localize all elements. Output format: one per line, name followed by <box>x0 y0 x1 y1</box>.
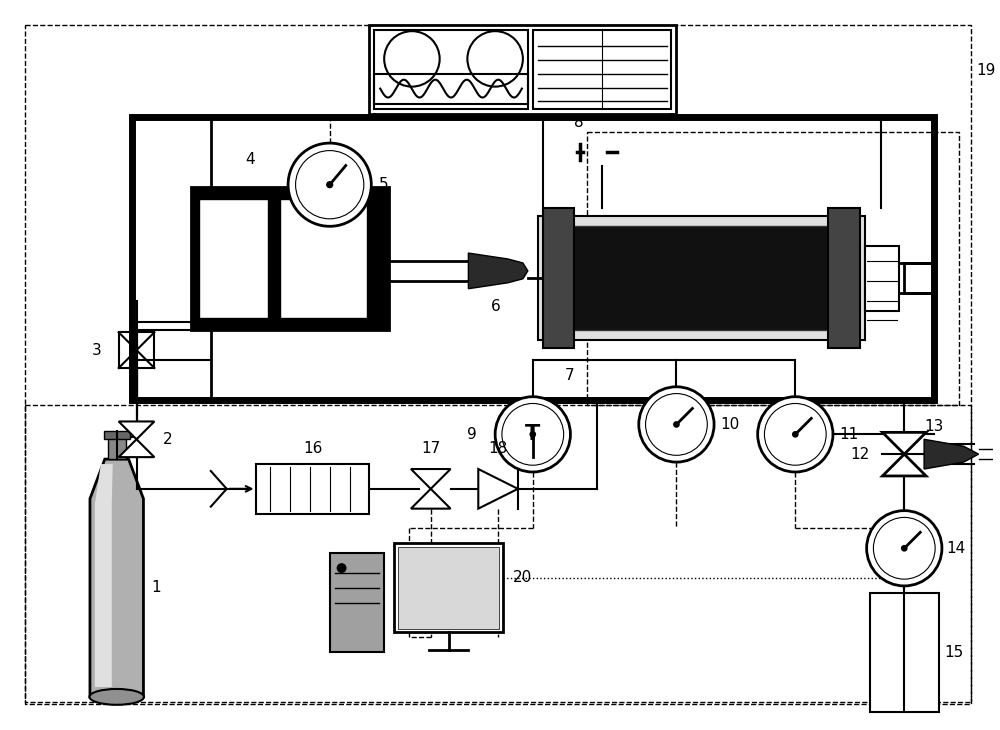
Text: 9: 9 <box>467 427 476 442</box>
Bar <box>398 548 499 629</box>
Polygon shape <box>882 432 926 454</box>
Ellipse shape <box>89 689 144 704</box>
Text: 18: 18 <box>488 441 508 456</box>
Circle shape <box>674 422 679 427</box>
Text: 19: 19 <box>977 63 996 78</box>
Bar <box>394 543 503 632</box>
Circle shape <box>337 563 347 573</box>
Text: 13: 13 <box>924 419 944 434</box>
Polygon shape <box>411 489 451 509</box>
Bar <box>104 431 130 439</box>
Text: T: T <box>525 424 540 445</box>
Circle shape <box>288 143 371 226</box>
Bar <box>108 437 126 459</box>
Text: 20: 20 <box>513 570 532 585</box>
Circle shape <box>867 510 942 586</box>
Text: 16: 16 <box>303 441 323 456</box>
Polygon shape <box>119 439 154 457</box>
Text: 11: 11 <box>839 427 858 442</box>
Text: 6: 6 <box>491 299 501 314</box>
Text: 12: 12 <box>850 447 870 461</box>
Polygon shape <box>468 253 528 289</box>
Bar <box>25 404 971 702</box>
Circle shape <box>793 431 798 437</box>
Bar <box>280 199 367 318</box>
Circle shape <box>758 396 833 472</box>
Bar <box>538 216 865 340</box>
Text: 10: 10 <box>720 417 739 432</box>
Circle shape <box>639 387 714 462</box>
Bar <box>870 593 939 712</box>
Bar <box>256 464 369 514</box>
Circle shape <box>327 182 333 188</box>
Circle shape <box>530 431 535 437</box>
Circle shape <box>902 545 907 551</box>
Polygon shape <box>90 459 143 697</box>
Polygon shape <box>882 454 926 476</box>
Polygon shape <box>924 439 979 469</box>
Bar <box>119 332 154 368</box>
Bar <box>543 209 574 348</box>
Bar <box>533 30 671 110</box>
Polygon shape <box>411 469 451 489</box>
Text: 5: 5 <box>379 177 389 192</box>
Text: 14: 14 <box>946 541 965 556</box>
Bar <box>374 30 528 110</box>
Bar <box>572 226 830 331</box>
Text: 3: 3 <box>92 342 102 358</box>
Text: 8: 8 <box>574 115 584 130</box>
Bar <box>865 246 899 310</box>
Bar <box>132 118 934 399</box>
Polygon shape <box>119 421 154 439</box>
Text: 7: 7 <box>565 368 574 383</box>
Bar <box>587 132 959 404</box>
Bar <box>369 26 676 115</box>
Text: 4: 4 <box>246 152 255 167</box>
Bar <box>191 187 389 331</box>
Bar <box>374 74 528 104</box>
Text: 17: 17 <box>421 441 440 456</box>
Text: 1: 1 <box>151 580 161 596</box>
Text: 15: 15 <box>944 645 963 660</box>
Text: 2: 2 <box>163 432 173 447</box>
Bar <box>330 553 384 653</box>
Bar <box>828 209 860 348</box>
Polygon shape <box>95 464 113 687</box>
Polygon shape <box>478 469 518 509</box>
Bar <box>199 199 268 318</box>
Circle shape <box>495 396 570 472</box>
